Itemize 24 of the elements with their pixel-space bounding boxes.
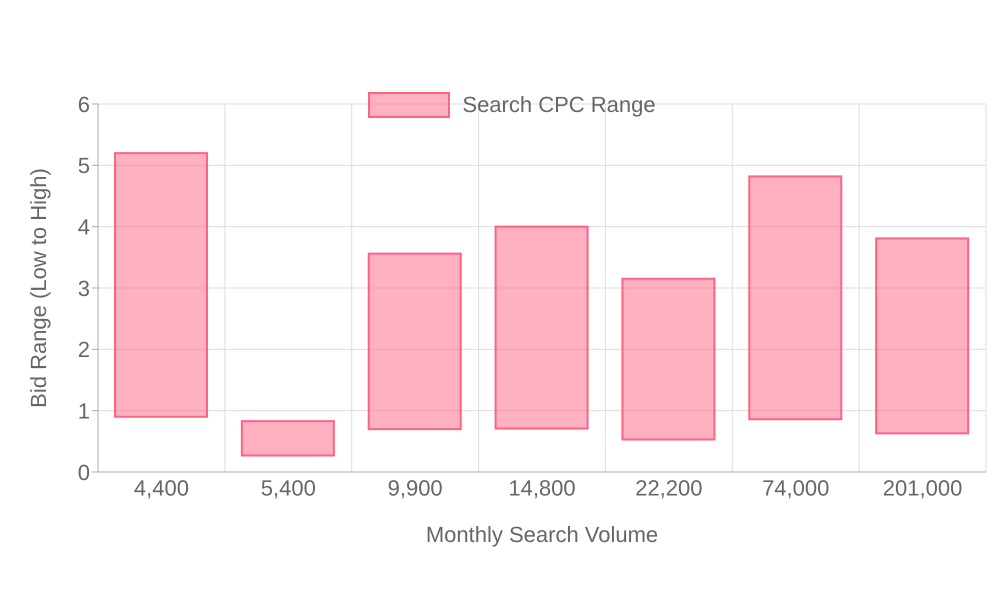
y-tick-label: 1 — [78, 398, 90, 424]
y-tick-label: 5 — [78, 153, 90, 178]
x-tick-label: 74,000 — [762, 476, 830, 501]
y-tick-label: 3 — [78, 276, 90, 301]
x-tick-label: 22,200 — [635, 476, 703, 501]
y-tick-label: 4 — [78, 214, 90, 240]
bar — [748, 175, 842, 420]
bar — [368, 252, 462, 430]
x-tick-label: 201,000 — [882, 476, 962, 501]
bar — [240, 420, 335, 456]
legend-label: Search CPC Range — [462, 92, 656, 118]
x-tick-label: 14,800 — [508, 476, 576, 501]
y-axis-title: Bid Range (Low to High) — [26, 168, 51, 408]
x-tick-label: 9,900 — [388, 476, 443, 501]
bar — [494, 226, 589, 430]
x-tick-label: 5,400 — [260, 476, 316, 501]
y-tick-label: 0 — [78, 460, 90, 485]
x-axis-title: Monthly Search Volume — [426, 522, 658, 547]
y-tick-label: 6 — [78, 92, 90, 117]
y-tick-label: 2 — [78, 337, 90, 362]
x-tick-label: 4,400 — [134, 476, 189, 501]
bar — [114, 152, 208, 418]
bar — [621, 278, 716, 440]
bar — [875, 237, 970, 434]
